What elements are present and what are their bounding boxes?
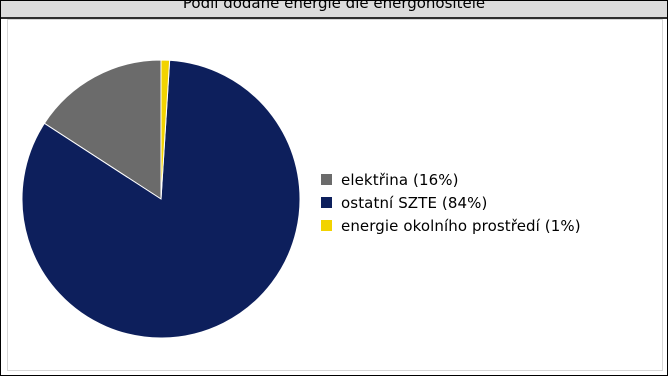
legend-swatch-ostatni-szte [321,197,332,208]
legend-item-energie-okolniho-prostredi: energie okolního prostředí (1%) [321,214,581,237]
chart-title: Podíl dodané energie dle energonositele [182,1,486,12]
legend-label-ostatni-szte: ostatní SZTE (84%) [341,193,488,212]
pie-slice-3 [160,59,171,200]
legend-label-energie-okolniho-prostredi: energie okolního prostředí (1%) [341,216,581,235]
chart-title-bar: Podíl dodané energie dle energonositele [1,1,667,19]
pie-slice-2 [21,59,301,339]
legend-swatch-energie-okolniho-prostredi [321,220,332,231]
legend-item-ostatni-szte: ostatní SZTE (84%) [321,191,581,214]
legend-item-elektrina: elektřina (16%) [321,168,581,191]
legend: elektřina (16%) ostatní SZTE (84%) energ… [321,168,581,237]
pie-slice-1 [43,59,162,200]
legend-swatch-elektrina [321,174,332,185]
legend-label-elektrina: elektřina (16%) [341,170,459,189]
